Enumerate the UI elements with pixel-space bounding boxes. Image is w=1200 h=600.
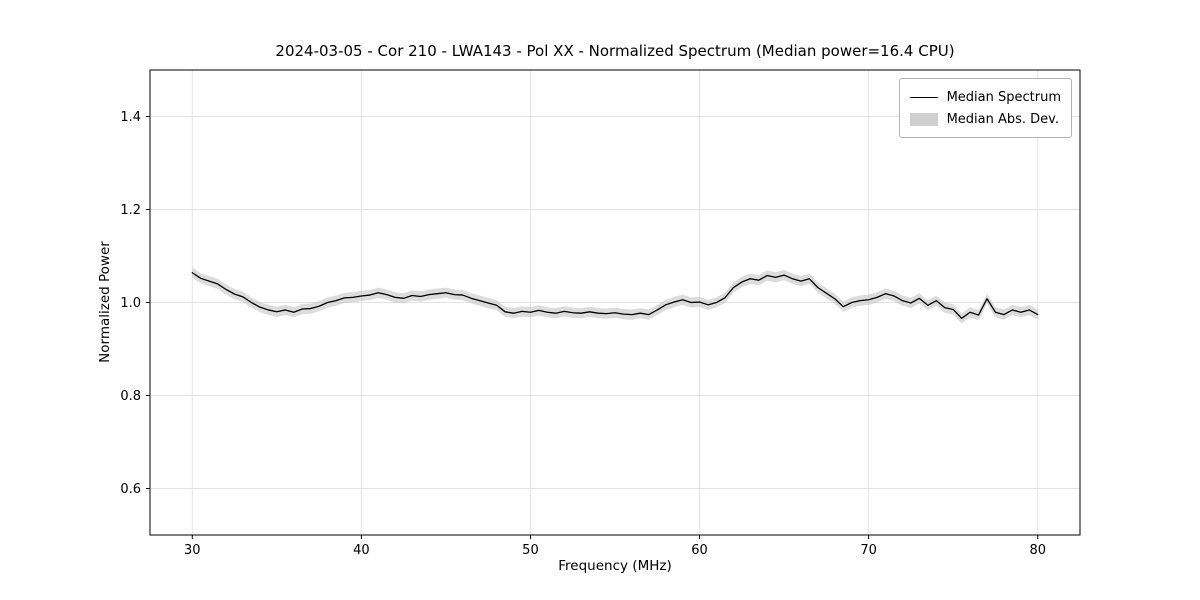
legend-item-median-abs-dev: Median Abs. Dev. (909, 108, 1061, 130)
x-tick-label: 30 (184, 543, 201, 558)
y-axis-label: Normalized Power (97, 241, 113, 363)
x-tick-label: 60 (691, 543, 708, 558)
y-tick-label: 0.6 (120, 482, 141, 497)
x-tick-label: 40 (353, 543, 370, 558)
y-tick-label: 0.8 (120, 389, 141, 404)
legend: Median Spectrum Median Abs. Dev. (898, 78, 1072, 138)
legend-patch-sample-icon (909, 112, 938, 126)
y-tick-label: 1.2 (120, 203, 141, 218)
legend-item-median-spectrum: Median Spectrum (909, 86, 1061, 108)
legend-label: Median Spectrum (946, 89, 1061, 105)
x-axis-label: Frequency (MHz) (558, 558, 672, 574)
median-spectrum-line (191, 272, 1039, 319)
x-tick-label: 50 (522, 543, 539, 558)
x-tick-label: 70 (860, 543, 877, 558)
legend-label: Median Abs. Dev. (946, 111, 1060, 127)
x-tick-label: 80 (1029, 543, 1046, 558)
y-tick-label: 1.4 (120, 110, 141, 125)
legend-line-sample-icon (909, 96, 938, 98)
y-tick-label: 1.0 (120, 296, 141, 311)
chart-title: 2024-03-05 - Cor 210 - LWA143 - Pol XX -… (275, 42, 955, 60)
median-abs-dev-band (192, 267, 1038, 324)
